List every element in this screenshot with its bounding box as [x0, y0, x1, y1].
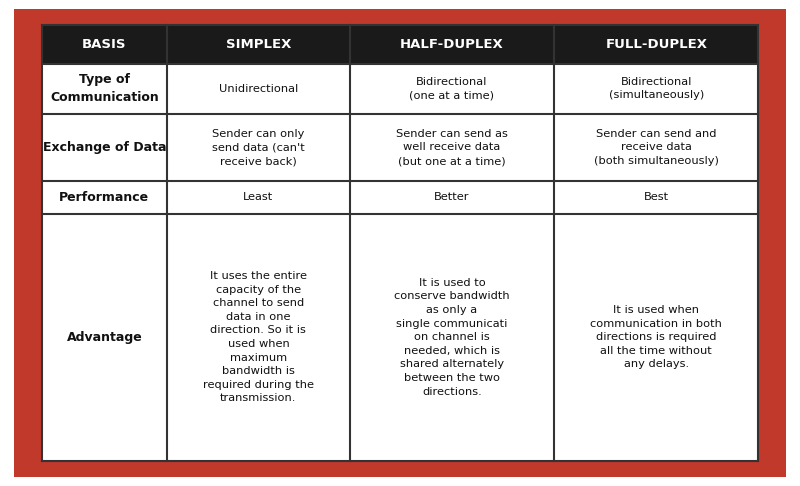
Text: Bidirectional
(one at a time): Bidirectional (one at a time) — [410, 77, 494, 101]
Text: Type of
Communication: Type of Communication — [50, 73, 158, 104]
Text: FULL-DUPLEX: FULL-DUPLEX — [606, 38, 707, 51]
Text: Advantage: Advantage — [66, 331, 142, 344]
Text: It uses the entire
capacity of the
channel to send
data in one
direction. So it : It uses the entire capacity of the chann… — [203, 271, 314, 403]
Text: Sender can send as
well receive data
(but one at a time): Sender can send as well receive data (bu… — [396, 129, 508, 166]
Text: HALF-DUPLEX: HALF-DUPLEX — [400, 38, 504, 51]
Bar — [42, 25, 758, 64]
Text: Exchange of Data: Exchange of Data — [42, 141, 166, 154]
Text: Unidirectional: Unidirectional — [219, 84, 298, 94]
Text: Sender can send and
receive data
(both simultaneously): Sender can send and receive data (both s… — [594, 129, 718, 166]
Text: Bidirectional
(simultaneously): Bidirectional (simultaneously) — [609, 77, 704, 101]
Text: Best: Best — [644, 192, 669, 203]
Text: Performance: Performance — [59, 191, 150, 204]
Text: It is used to
conserve bandwidth
as only a
single communicati
on channel is
need: It is used to conserve bandwidth as only… — [394, 278, 510, 397]
Text: It is used when
communication in both
directions is required
all the time withou: It is used when communication in both di… — [590, 305, 722, 369]
Text: Least: Least — [243, 192, 274, 203]
Text: Sender can only
send data (can't
receive back): Sender can only send data (can't receive… — [212, 129, 305, 166]
Text: BASIS: BASIS — [82, 38, 126, 51]
Text: SIMPLEX: SIMPLEX — [226, 38, 291, 51]
Bar — [42, 25, 758, 461]
Text: Better: Better — [434, 192, 470, 203]
